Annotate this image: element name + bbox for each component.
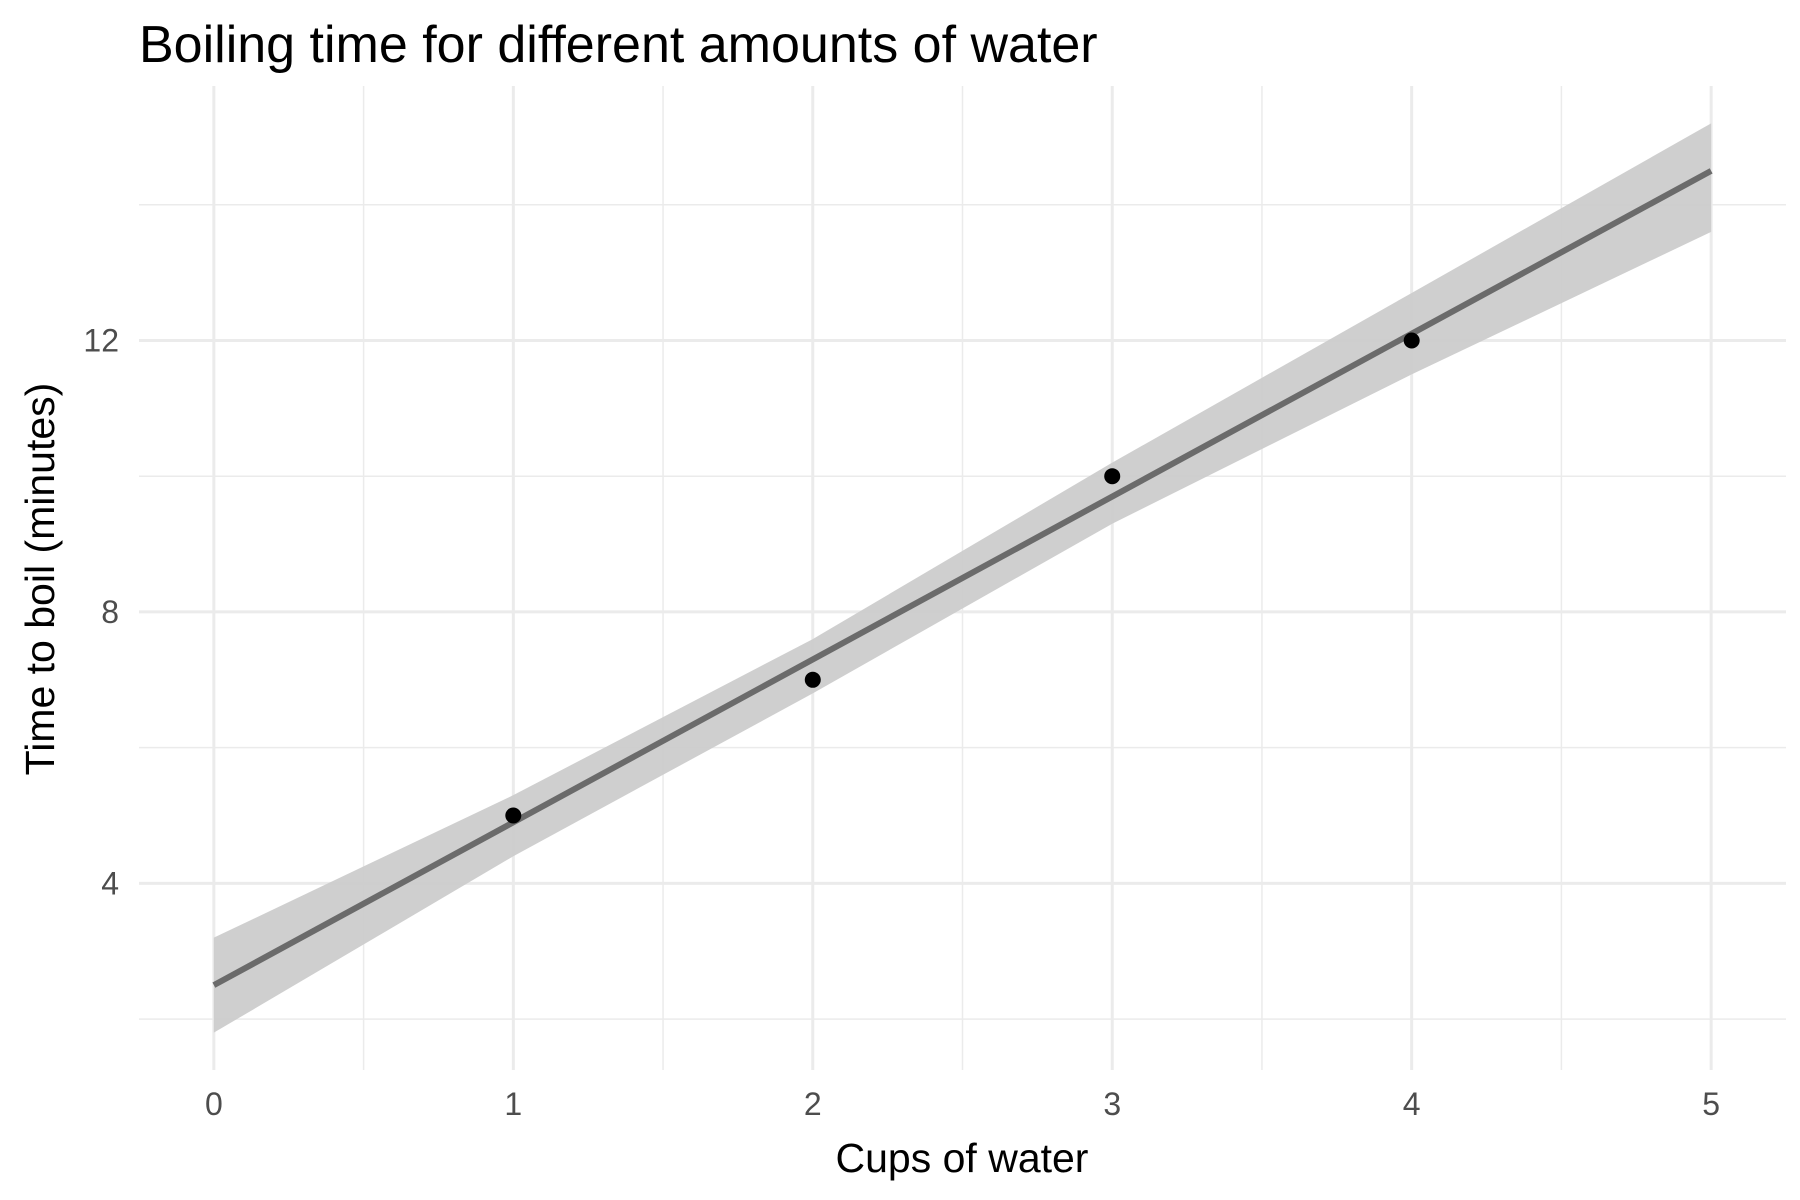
y-tick-label-1: 8 (101, 594, 119, 630)
x-tick-label-4: 4 (1403, 1086, 1421, 1122)
y-tick-labels: 4 8 12 (83, 322, 119, 901)
x-tick-label-5: 5 (1702, 1086, 1720, 1122)
data-point-0 (505, 807, 522, 824)
x-axis-label: Cups of water (836, 1135, 1089, 1181)
data-point-3 (1403, 332, 1420, 349)
y-tick-label-0: 4 (101, 865, 119, 901)
fit-line-layer (212, 168, 1713, 988)
data-points-layer (505, 332, 1420, 824)
chart-title: Boiling time for different amounts of wa… (139, 16, 1098, 74)
x-tick-label-2: 2 (804, 1086, 822, 1122)
x-tick-label-3: 3 (1103, 1086, 1121, 1122)
x-tick-labels: 0 1 2 3 4 5 (205, 1086, 1720, 1122)
data-point-1 (804, 671, 821, 688)
y-axis-label: Time to boil (minutes) (17, 383, 63, 776)
fit-line (212, 168, 1713, 988)
y-tick-label-2: 12 (83, 322, 119, 358)
x-tick-label-1: 1 (504, 1086, 522, 1122)
data-point-2 (1104, 468, 1121, 485)
x-tick-label-0: 0 (205, 1086, 223, 1122)
